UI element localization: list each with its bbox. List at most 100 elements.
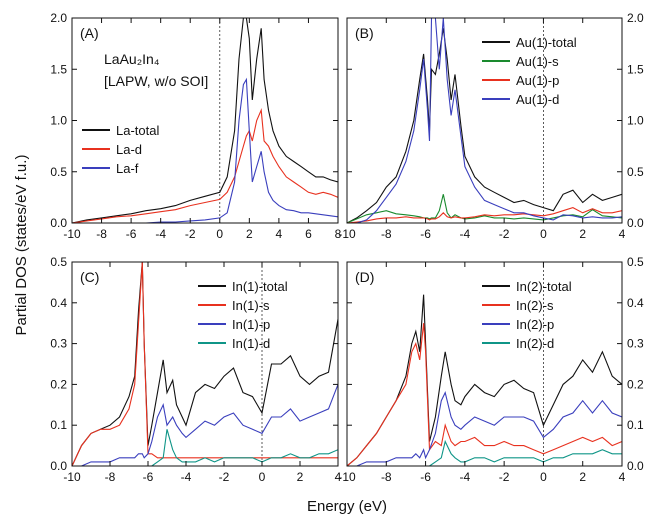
y-tick-label: 0.3 (50, 337, 67, 351)
y-tick-label: 1.5 (50, 62, 67, 76)
y-axis-title: Partial DOS (states/eV f.u.) (13, 155, 30, 336)
panels: -10 -8 -6 -4 -2 0 2 4 6 8 0.0 0.5 1.0 1.5 2.0 (A) LaAu₂I… (50, 11, 644, 484)
x-tick-label: -10 (63, 470, 81, 484)
series-line-In(2)-s (347, 323, 622, 466)
series-line-In(1)-p (72, 384, 338, 466)
plot-frame (346, 17, 623, 224)
panel-label: (B) (355, 25, 374, 41)
x-tick-label: 4 (276, 227, 283, 241)
x-tick-label: -6 (420, 227, 431, 241)
x-tick-label: -10 (338, 227, 356, 241)
x-tick-label: -4 (460, 227, 471, 241)
x-tick-label: -6 (420, 470, 431, 484)
y-tick-label: 0.0 (627, 216, 644, 230)
x-tick-label: -8 (105, 470, 116, 484)
x-tick-label: -4 (181, 470, 192, 484)
x-tick-label: -10 (338, 470, 356, 484)
x-tick-label: -8 (381, 227, 392, 241)
x-tick-label: -10 (63, 227, 81, 241)
x-tick-label: 0 (540, 470, 547, 484)
y-tick-label: 0.1 (50, 418, 67, 432)
x-tick-label: -2 (185, 227, 196, 241)
legend-label: La-d (116, 142, 142, 157)
series-line-In(2)-d (347, 439, 622, 466)
legend-label: Au(1)-total (516, 35, 577, 50)
y-tick-label: 2.0 (50, 11, 67, 25)
panel-label: (C) (80, 269, 99, 285)
series-line-Au(1)-s (347, 194, 622, 223)
panel-label: (D) (355, 269, 374, 285)
x-tick-label: 4 (335, 470, 342, 484)
series-line-In(2)-p (347, 390, 622, 466)
x-axis-title: Energy (eV) (307, 498, 387, 515)
y-tick-label: 2.0 (627, 11, 644, 25)
series-line-In(1)-total (72, 262, 338, 466)
y-tick-label: 0.4 (627, 296, 644, 310)
x-tick-label: 2 (579, 470, 586, 484)
series-line-La-f (72, 77, 338, 223)
x-tick-label: -2 (499, 227, 510, 241)
y-tick-label: 0.0 (50, 216, 67, 230)
legend-label: Au(1)-s (516, 54, 559, 69)
panel-label: (A) (80, 25, 99, 41)
legend-label: In(1)-p (232, 317, 270, 332)
y-tick-label: 0.2 (50, 377, 67, 391)
x-tick-label: -2 (219, 470, 230, 484)
series-line-In(1)-d (72, 429, 338, 466)
x-tick-label: 0 (540, 227, 547, 241)
legend-label: In(2)-s (516, 298, 554, 313)
x-tick-label: 8 (335, 227, 342, 241)
x-tick-label: 2 (246, 227, 253, 241)
legend-label: Au(1)-p (516, 73, 559, 88)
y-tick-label: 0.0 (627, 459, 644, 473)
plot-frame (346, 261, 623, 467)
x-tick-label: -2 (499, 470, 510, 484)
series-line-Au(1)-p (347, 207, 622, 223)
plot-frame (71, 17, 339, 224)
series-line-La-total (72, 18, 338, 223)
y-tick-label: 0.3 (627, 337, 644, 351)
y-tick-label: 0.5 (627, 255, 644, 269)
x-tick-label: 2 (297, 470, 304, 484)
panel-1: -10 -8 -6 -4 -2 0 2 40.0 0.5 1.0 1.5 2.0 (B) Au(1)-to… (338, 11, 644, 241)
series-line-In(2)-total (347, 294, 622, 466)
x-tick-label: 0 (259, 470, 266, 484)
y-tick-label: 0.5 (627, 165, 644, 179)
legend-label: In(1)-s (232, 298, 270, 313)
panel-2: -10 -8 -6 -4 -2 0 2 4 0.0 0.1 0.2 0.3 0.4 0.5 (C) In(1)… (50, 255, 341, 484)
x-tick-label: -4 (155, 227, 166, 241)
x-tick-label: -6 (126, 227, 137, 241)
series-line-Au(1)-d (347, 18, 622, 223)
legend-label: In(1)-d (232, 336, 270, 351)
legend-label: La-f (116, 161, 139, 176)
panel-0: -10 -8 -6 -4 -2 0 2 4 6 8 0.0 0.5 1.0 1.5 2.0 (A) LaAu₂I… (50, 11, 341, 241)
x-tick-label: -8 (96, 227, 107, 241)
legend-label: In(2)-p (516, 317, 554, 332)
panel-3: -10 -8 -6 -4 -2 0 2 40.00.10.20.30.40.5(D)In(2)… (338, 255, 644, 484)
y-tick-label: 0.4 (50, 296, 67, 310)
x-tick-label: 2 (579, 227, 586, 241)
x-tick-label: 4 (619, 227, 626, 241)
x-tick-label: 4 (619, 470, 626, 484)
x-tick-label: 0 (216, 227, 223, 241)
legend-label: In(2)-d (516, 336, 554, 351)
x-tick-label: -6 (143, 470, 154, 484)
x-tick-label: -8 (381, 470, 392, 484)
y-tick-label: 0.0 (50, 459, 67, 473)
x-tick-label: 6 (305, 227, 312, 241)
material-annotation: LaAu₂In₄ (104, 51, 160, 67)
series-line-Au(1)-total (347, 28, 622, 223)
legend-label: La-total (116, 123, 159, 138)
plot-frame (71, 261, 339, 467)
y-tick-label: 0.1 (627, 418, 644, 432)
legend-label: In(2)-total (516, 279, 572, 294)
y-tick-label: 1.0 (50, 114, 67, 128)
x-tick-label: -4 (460, 470, 471, 484)
material-annotation: [LAPW, w/o SOI] (104, 73, 208, 89)
y-tick-label: 0.5 (50, 255, 67, 269)
y-tick-label: 1.0 (627, 114, 644, 128)
y-tick-label: 0.2 (627, 377, 644, 391)
y-tick-label: 0.5 (50, 165, 67, 179)
series-line-La-d (72, 108, 338, 223)
